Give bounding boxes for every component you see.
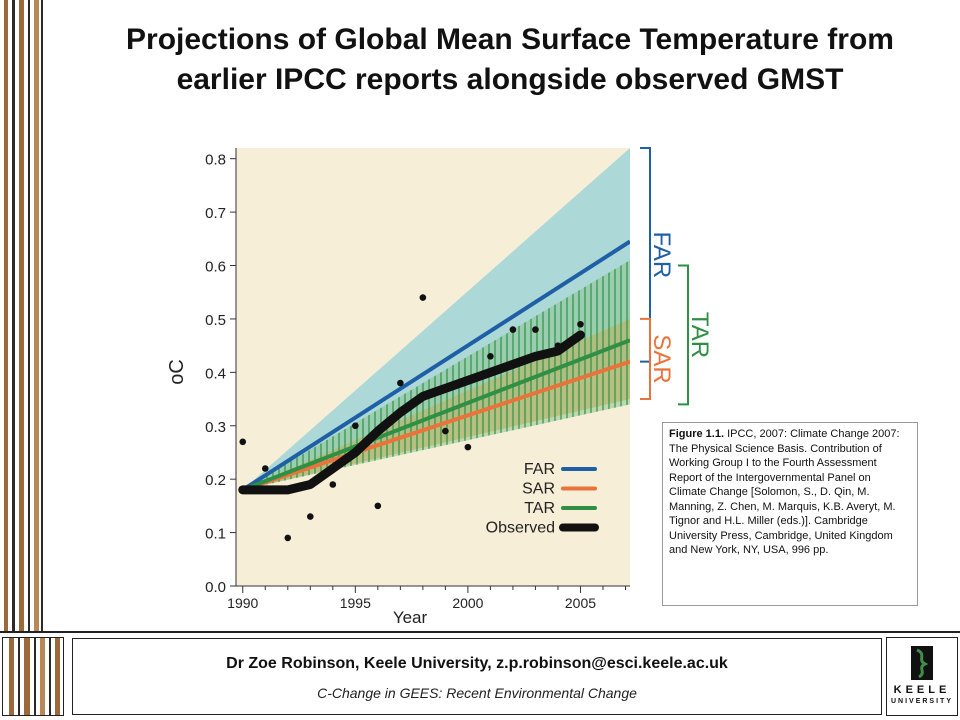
stripe — [28, 0, 30, 632]
stripe — [34, 0, 39, 632]
keele-logo: KEELE UNIVERSITY — [886, 637, 958, 716]
y-tick-label: 0.5 — [205, 312, 226, 329]
y-tick-label: 0.0 — [205, 579, 226, 596]
y-tick-label: 0.3 — [205, 419, 226, 436]
x-tick-label: 2000 — [452, 595, 483, 611]
stripe — [41, 0, 43, 632]
stripe — [9, 638, 14, 715]
caption-text: IPCC, 2007: Climate Change 2007: The Phy… — [669, 428, 900, 556]
legend-label: Observed — [486, 520, 555, 537]
stripe — [18, 638, 20, 715]
observed-point — [577, 320, 584, 328]
observed-point — [374, 502, 382, 510]
project-credit: C-Change in GEES: Recent Environmental C… — [317, 685, 637, 701]
figure-caption: Figure 1.1. IPCC, 2007: Climate Change 2… — [662, 422, 918, 606]
logo-subtitle: UNIVERSITY — [890, 698, 953, 705]
slide-title: Projections of Global Mean Surface Tempe… — [60, 20, 960, 100]
stripe — [34, 638, 36, 715]
x-tick-label: 2005 — [565, 595, 596, 611]
x-tick-label: 1995 — [340, 595, 371, 611]
y-tick-label: 0.2 — [205, 472, 226, 489]
bracket-label-sar: SAR — [648, 334, 675, 383]
band-far — [242, 148, 630, 490]
observed-point — [239, 438, 247, 446]
y-tick-label: 0.1 — [205, 526, 226, 543]
bracket-label-tar: TAR — [686, 312, 713, 358]
x-tick-label: 1990 — [227, 595, 258, 611]
observed-point — [532, 326, 539, 333]
observed-point — [397, 379, 404, 387]
decorative-stripes — [0, 0, 44, 632]
observed-point — [487, 353, 494, 360]
y-tick-label: 0.7 — [205, 205, 226, 222]
legend-label: SAR — [522, 481, 555, 498]
title-line-2: earlier IPCC reports alongside observed … — [176, 63, 844, 96]
observed-point — [509, 326, 517, 333]
bracket-far — [640, 147, 651, 363]
y-tick-label: 0.4 — [205, 365, 226, 382]
series-line-sar — [242, 359, 630, 492]
legend-label: FAR — [524, 461, 555, 478]
bracket-sar — [640, 317, 651, 401]
x-axis-title: Year — [393, 608, 428, 627]
band-tar — [242, 260, 630, 490]
title-line-1: Projections of Global Mean Surface Tempe… — [126, 23, 894, 56]
observed-point — [352, 422, 359, 430]
stripe — [49, 638, 51, 715]
y-tick-label: 0.6 — [205, 259, 226, 276]
stripe — [40, 638, 45, 715]
y-tick-label: 0.8 — [205, 152, 226, 169]
stripe — [4, 0, 8, 632]
series-line-far — [241, 239, 630, 492]
stripe — [24, 638, 30, 715]
observed-point — [554, 342, 562, 349]
stripe — [19, 0, 24, 632]
author-credit: Dr Zoe Robinson, Keele University, z.p.r… — [226, 655, 728, 672]
footer-credits: Dr Zoe Robinson, Keele University, z.p.r… — [72, 638, 882, 715]
bracket-label-far: FAR — [648, 231, 675, 278]
observed-point — [442, 427, 449, 435]
series-line-observed — [238, 330, 585, 495]
footer-divider — [0, 631, 960, 633]
legend-label: TAR — [524, 500, 555, 517]
logo-wordmark: KEELE — [893, 684, 951, 696]
footer-stripes-box — [2, 637, 64, 716]
observed-point — [284, 534, 292, 542]
caption-figure-label: Figure 1.1. — [669, 428, 725, 440]
observed-point — [329, 481, 337, 488]
stripe — [55, 638, 60, 715]
y-axis-title: oC — [166, 359, 188, 385]
stripe — [12, 0, 15, 632]
series-line-tar — [242, 338, 630, 492]
bracket-tar — [678, 264, 689, 406]
observed-point — [464, 443, 472, 451]
keele-emblem-icon — [911, 646, 933, 680]
observed-point — [306, 513, 314, 520]
observed-point — [419, 294, 427, 301]
observed-point — [261, 465, 269, 472]
